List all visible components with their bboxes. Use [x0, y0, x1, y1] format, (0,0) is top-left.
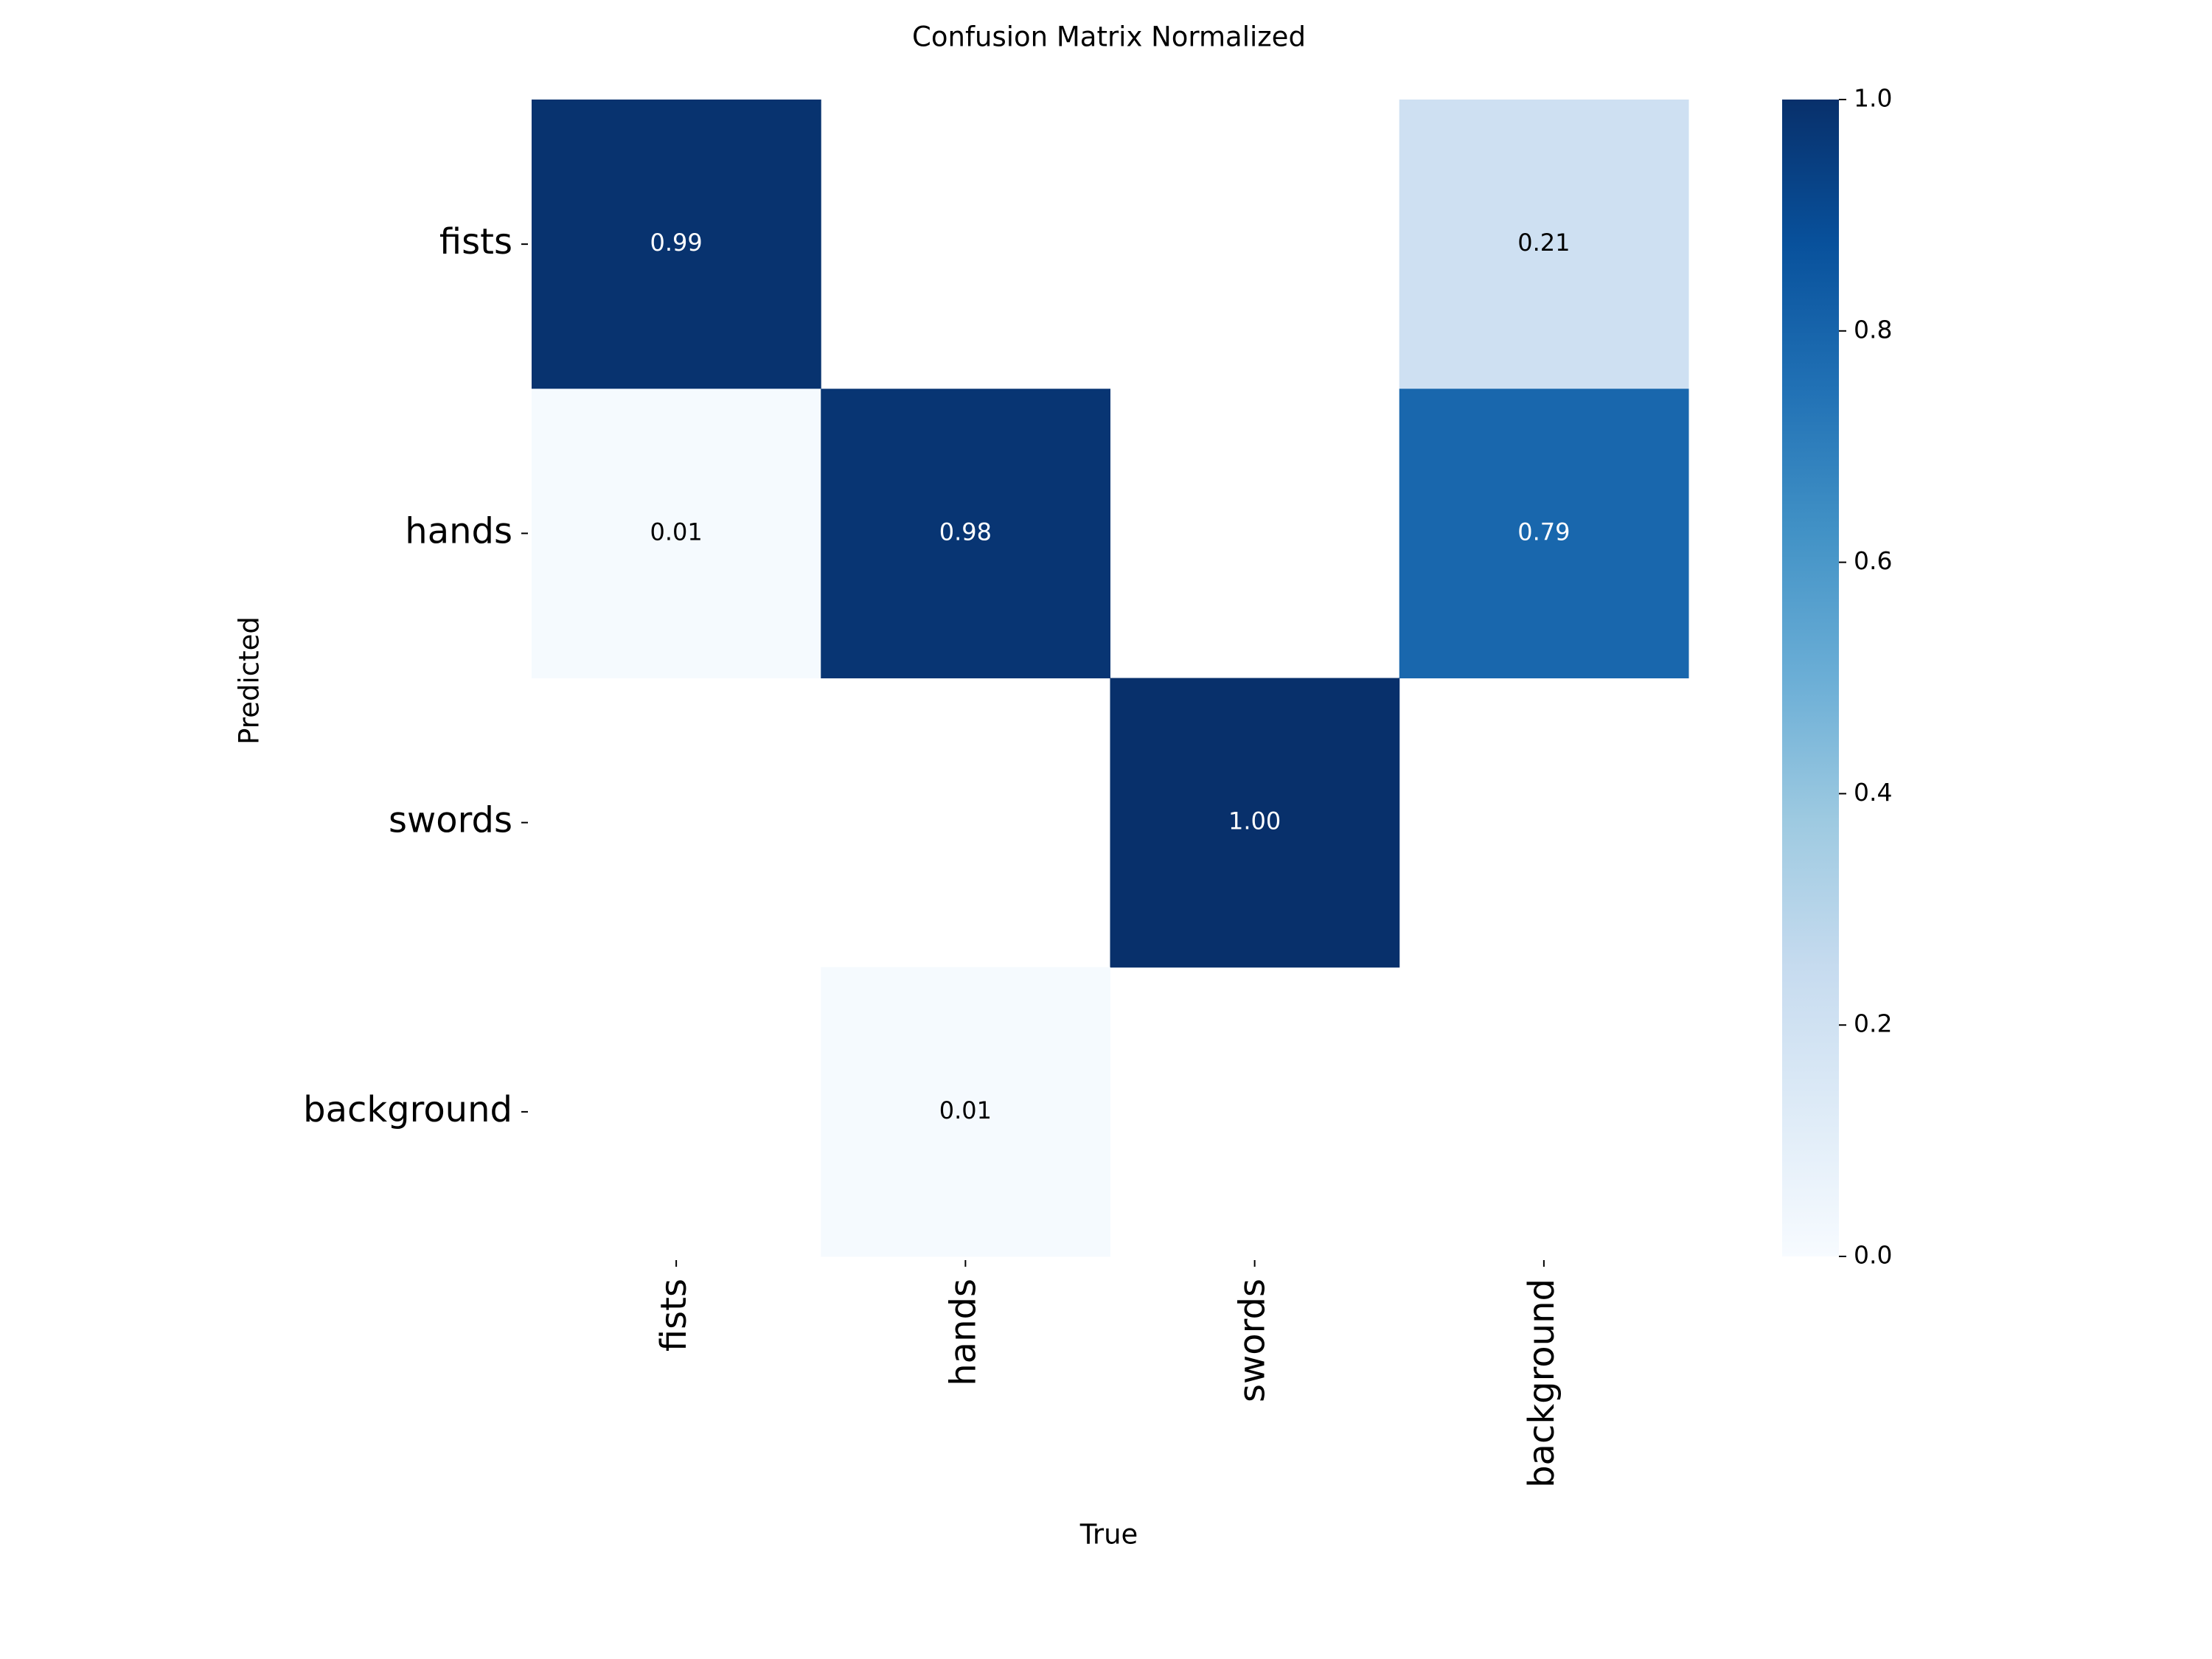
x-axis-label: True	[1079, 1519, 1138, 1551]
y-tick-label: hands	[405, 510, 512, 552]
heatmap-cell	[1399, 100, 1689, 389]
chart-title: Confusion Matrix Normalized	[912, 21, 1306, 53]
colorbar	[1782, 100, 1839, 1256]
cell-value-label: 1.00	[1228, 807, 1281, 835]
colorbar-tick-label: 0.8	[1854, 315, 1892, 344]
cell-value-label: 0.98	[939, 518, 992, 546]
colorbar-tick-label: 1.0	[1854, 84, 1892, 113]
x-tick-label: background	[1521, 1279, 1562, 1488]
y-tick-label: swords	[389, 800, 512, 841]
cell-value-label: 0.01	[939, 1096, 992, 1124]
colorbar-tick-label: 0.0	[1854, 1241, 1892, 1270]
colorbar-tick-label: 0.2	[1854, 1009, 1892, 1038]
y-tick-label: background	[303, 1089, 512, 1130]
y-tick-label: fists	[439, 221, 512, 262]
cell-value-label: 0.99	[650, 229, 703, 257]
x-tick-label: hands	[942, 1279, 984, 1386]
heatmap-cell	[1399, 389, 1689, 678]
heatmap-cell	[821, 389, 1110, 678]
y-axis-label: Predicted	[234, 616, 265, 745]
cell-value-label: 0.79	[1517, 518, 1570, 546]
heatmap-cell	[1110, 678, 1400, 968]
heatmap-cell	[532, 100, 821, 389]
cell-value-label: 0.01	[650, 518, 703, 546]
cell-value-label: 0.21	[1517, 229, 1570, 257]
heatmap-cell	[821, 967, 1110, 1257]
x-tick-label: swords	[1232, 1279, 1273, 1402]
colorbar-tick-label: 0.4	[1854, 778, 1892, 807]
x-tick-label: fists	[653, 1279, 695, 1352]
heatmap-cell	[532, 389, 821, 678]
colorbar-tick-label: 0.6	[1854, 546, 1892, 575]
